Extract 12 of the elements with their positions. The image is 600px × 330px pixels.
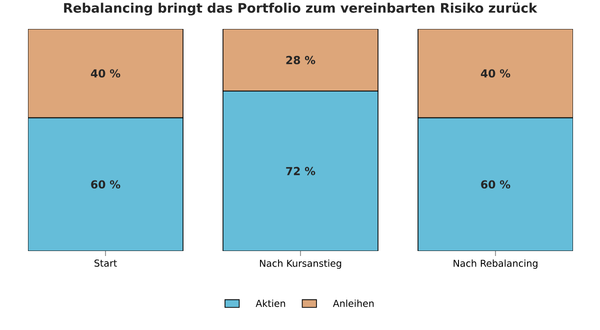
data-label: 28 % xyxy=(286,56,316,64)
data-label: 40 % xyxy=(480,69,510,78)
data-label: 40 % xyxy=(90,69,120,78)
chart-title: Rebalancing bringt das Portfolio zum vereinbarten Risiko zurück xyxy=(64,2,538,16)
data-label: 60 % xyxy=(481,180,510,189)
data-label: 72 % xyxy=(286,166,316,176)
legend-label: Anleihen xyxy=(332,300,374,307)
legend-label: Aktien xyxy=(256,300,286,307)
x-tick-label: Start xyxy=(94,260,117,267)
x-tick-label: Nach Kursanstieg xyxy=(260,260,342,269)
data-label: 60 % xyxy=(91,180,120,189)
x-tick-label: Nach Rebalancing xyxy=(454,260,538,269)
